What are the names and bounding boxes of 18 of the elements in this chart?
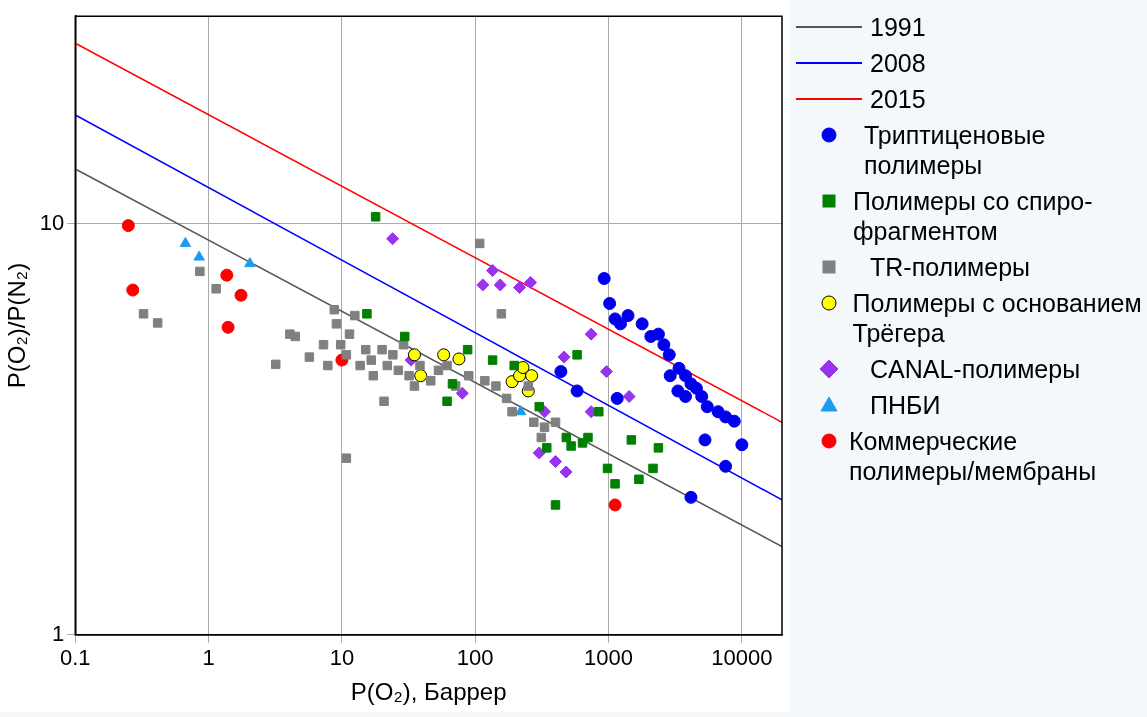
legend-label: 2015 (870, 84, 926, 114)
y-axis-title: P(O₂)/P(N₂) (3, 262, 31, 389)
legend-label: 1991 (870, 12, 926, 42)
legend-label: Полимеры с основанием Трёгера (852, 288, 1143, 348)
legend-label: CANAL-полимеры (870, 354, 1081, 384)
legend-label: Коммерческие полимеры/мембраны (848, 426, 1098, 486)
x-tick-label: 1000 (584, 645, 634, 671)
legend-label: 2008 (870, 48, 926, 78)
legend-label: TR-полимеры (870, 252, 1031, 282)
x-tick-label: 1 (202, 645, 215, 671)
x-tick-label: 10000 (711, 645, 773, 671)
legend-label: Триптиценовые полимеры (863, 120, 1047, 180)
x-tick-label: 0.1 (59, 645, 91, 671)
x-axis-title: P(O₂), Баррер (350, 678, 507, 706)
x-tick-label: 10 (329, 645, 355, 671)
legend-label: ПНБИ (870, 390, 941, 420)
x-tick-label: 100 (456, 645, 494, 671)
legend-label: Полимеры со спиро-фрагментом (853, 186, 1094, 246)
